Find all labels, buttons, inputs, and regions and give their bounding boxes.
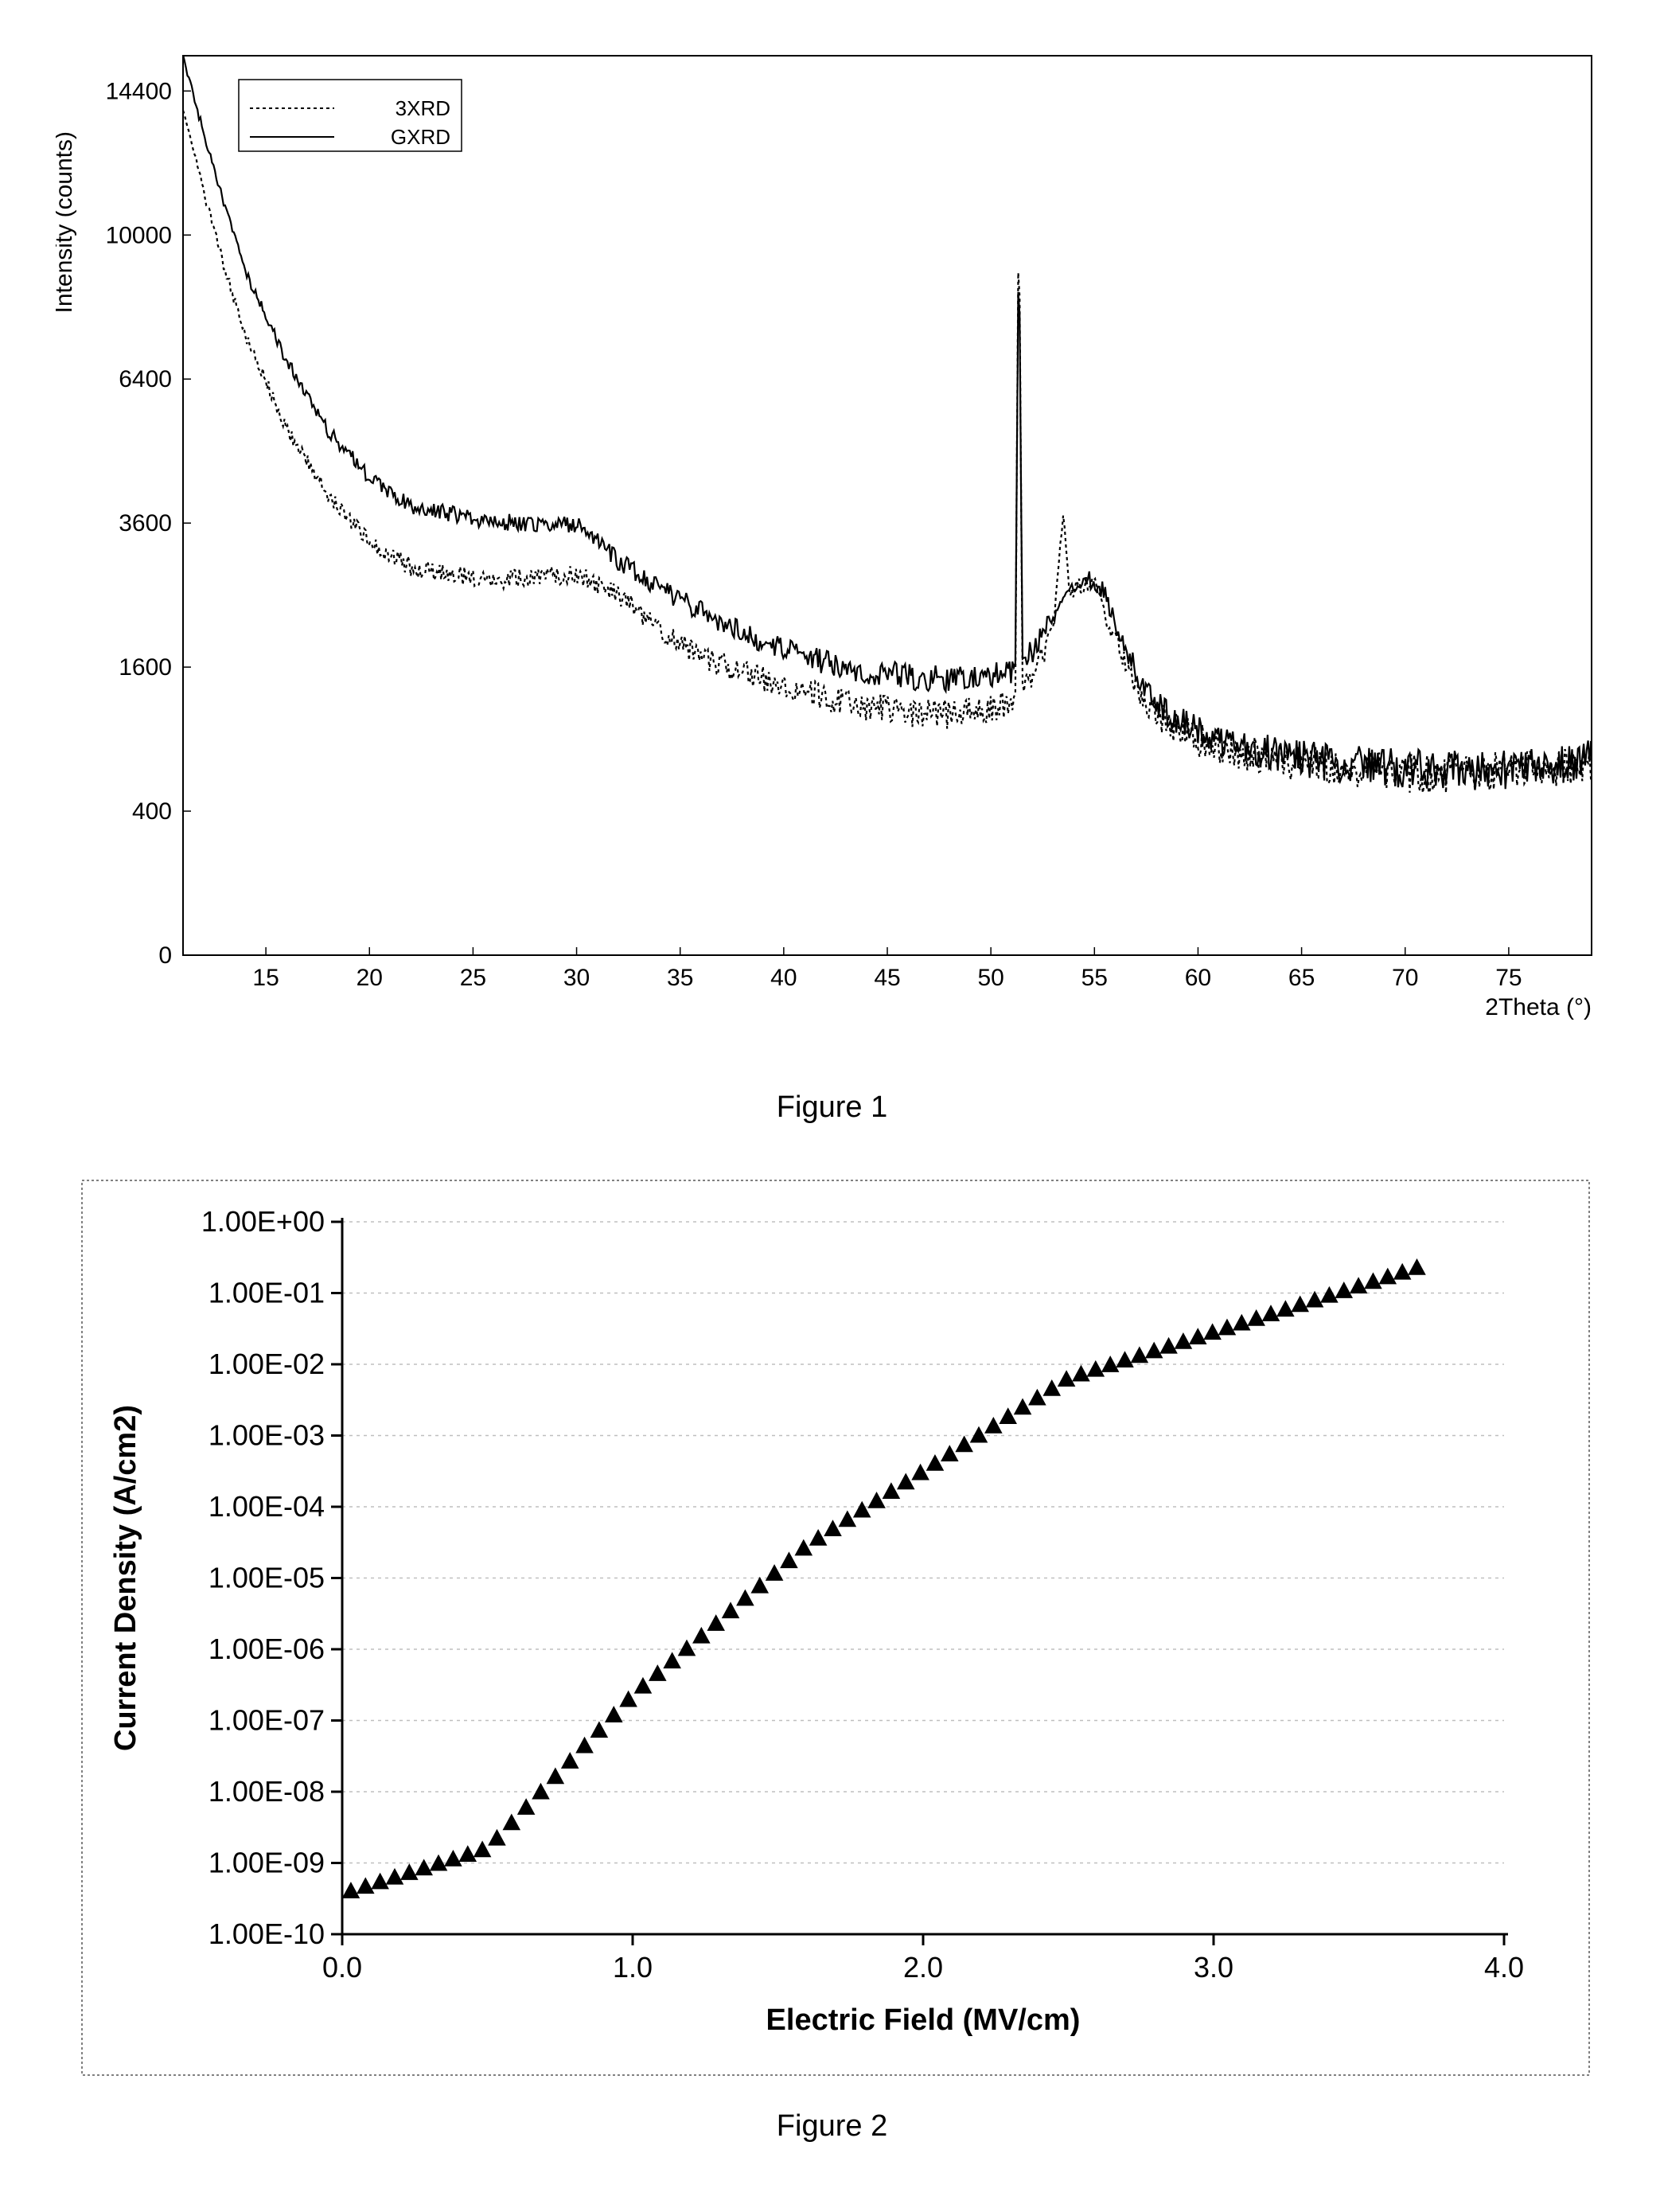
y-tick-label: 1.00E-07 [208, 1704, 325, 1737]
x-tick-label: 15 [252, 965, 279, 991]
y-tick-label: 1600 [119, 654, 172, 681]
y-tick-label: 400 [132, 798, 172, 825]
y-axis-label: Current Density (A/cm2) [109, 1405, 142, 1751]
legend-label: 3XRD [396, 96, 450, 120]
page: Intensity (counts) 2Theta (°) 15 20 25 30 35 40… [0, 0, 1664, 2212]
x-tick-label: 60 [1185, 965, 1211, 991]
y-tick-label: 1.00E-10 [208, 1917, 325, 1950]
legend-label: GXRD [391, 125, 450, 149]
x-tick-label: 45 [874, 965, 900, 991]
x-tick-label: 30 [563, 965, 590, 991]
x-tick-label: 2.0 [903, 1951, 943, 1984]
x-tick-label: 4.0 [1484, 1951, 1524, 1984]
figure-2-caption: Figure 2 [0, 2109, 1664, 2144]
x-tick-label: 20 [357, 965, 383, 991]
y-tick-label: 3600 [119, 510, 172, 536]
y-tick-label: 0 [158, 942, 172, 969]
x-tick-label: 3.0 [1194, 1951, 1233, 1984]
y-tick-label: 1.00E-02 [208, 1348, 325, 1380]
x-tick-label: 50 [977, 965, 1003, 991]
y-tick-label: 1.00E-09 [208, 1847, 325, 1879]
figure-1-chart: Intensity (counts) 2Theta (°) 15 20 25 30 35 40… [56, 40, 1615, 1035]
x-tick-label: 35 [667, 965, 693, 991]
y-tick-label: 6400 [119, 366, 172, 392]
x-axis-label: Electric Field (MV/cm) [766, 2003, 1081, 2037]
y-axis-label: Intensity (counts) [56, 131, 77, 313]
x-tick-label: 0.0 [322, 1951, 362, 1984]
y-tick-label: 14400 [106, 78, 172, 104]
y-tick-label: 1.00E-06 [208, 1633, 325, 1665]
x-tick-label: 70 [1392, 965, 1418, 991]
x-tick-label: 55 [1081, 965, 1108, 991]
x-tick-label: 40 [770, 965, 797, 991]
y-tick-label: 1.00E-01 [208, 1277, 325, 1309]
x-axis-label: 2Theta (°) [1485, 994, 1592, 1020]
x-tick-label: 25 [460, 965, 486, 991]
x-tick-label: 1.0 [613, 1951, 653, 1984]
y-tick-label: 1.00E-04 [208, 1490, 325, 1523]
y-tick-label: 1.00E+00 [201, 1205, 325, 1238]
figure-1-caption: Figure 1 [0, 1090, 1664, 1125]
x-tick-label: 75 [1495, 965, 1522, 991]
y-tick-label: 1.00E-03 [208, 1419, 325, 1452]
x-tick-label: 65 [1288, 965, 1315, 991]
figure-2-chart: 1.00E-10 1.00E-09 1.00E-08 1.00E-07 1.00E-06… [80, 1178, 1592, 2077]
y-tick-label: 10000 [106, 222, 172, 248]
y-tick-label: 1.00E-08 [208, 1775, 325, 1808]
y-tick-label: 1.00E-05 [208, 1562, 325, 1594]
